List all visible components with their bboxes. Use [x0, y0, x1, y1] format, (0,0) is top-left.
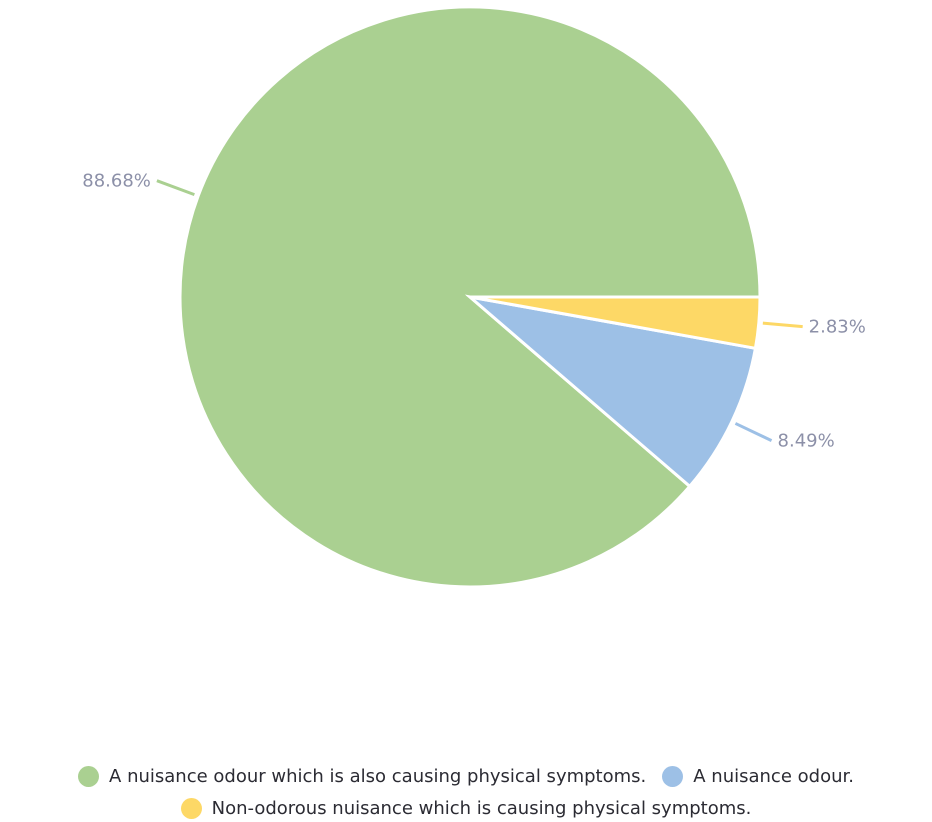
pie-slice-nuisance-odour[interactable]: [464, 294, 758, 489]
chart-legend: A nuisance odour which is also causing p…: [0, 762, 932, 822]
leader-line-nuisance-odour: [734, 422, 773, 442]
slice-value-label-physical-symptoms-odour: 88.68%: [82, 171, 151, 192]
slice-value-label-nuisance-odour: 8.49%: [778, 431, 835, 452]
label-leader-lines: [156, 179, 803, 442]
slice-value-labels: 88.68% 8.49% 2.83%: [82, 171, 866, 452]
pie-slices: [178, 5, 762, 589]
leader-line-non-odorous-nuisance: [762, 321, 803, 329]
slice-value-label-non-odorous-nuisance: 2.83%: [809, 317, 866, 338]
legend-swatch-green: [78, 765, 100, 787]
pie-chart: 88.68% 8.49% 2.83%: [82, 5, 866, 589]
legend-item-non-odorous-nuisance[interactable]: Non-odorous nuisance which is causing ph…: [180, 794, 752, 822]
legend-item-physical-symptoms-odour[interactable]: A nuisance odour which is also causing p…: [78, 762, 646, 790]
legend-label: Non-odorous nuisance which is causing ph…: [211, 797, 752, 819]
pie-slice-non-odorous-nuisance[interactable]: [469, 295, 762, 351]
legend-label: A nuisance odour which is also causing p…: [109, 765, 647, 787]
legend-swatch-yellow: [180, 797, 202, 819]
legend-item-nuisance-odour[interactable]: A nuisance odour.: [662, 762, 854, 790]
legend-swatch-blue: [662, 765, 684, 787]
legend-label: A nuisance odour.: [693, 765, 854, 787]
leader-line-physical-symptoms-odour: [156, 179, 195, 197]
